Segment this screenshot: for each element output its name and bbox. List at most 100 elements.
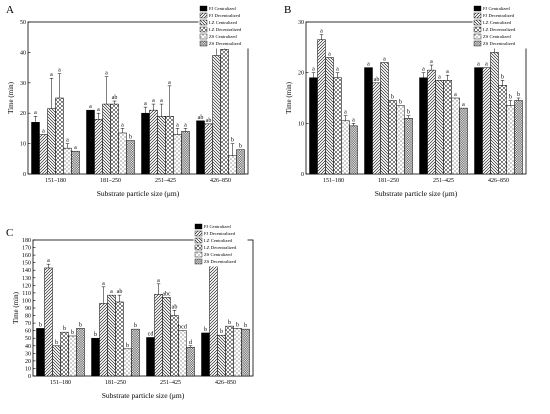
bar-lz-decentralized-0 [60,331,69,377]
bar-zs-centralized-0 [63,147,72,175]
x-axis-label: Substrate particle size (μm) [102,391,185,400]
significance-label: b [244,323,247,329]
significance-label: a [383,57,386,63]
bar-lz-centralized-2 [157,115,166,175]
legend-label-fj-decentralized: FJ Decentralized [209,13,241,18]
y-tick-label: 180 [22,238,31,244]
legend-swatch-lz-centralized [199,19,208,26]
significance-label: b [517,92,520,98]
x-axis-label: Substrate particle size (μm) [375,189,458,198]
significance-label: d [189,340,192,346]
bar-lz-decentralized-0 [55,97,64,175]
significance-label: a [110,289,113,295]
bar-zs-centralized-0 [341,120,350,175]
significance-label: a [367,62,370,68]
bar-zs-decentralized-0 [71,150,80,175]
bar-zs-decentralized-1 [126,140,135,175]
bar-fj-decentralized-1 [99,303,108,377]
y-tick-label: 30 [20,81,26,87]
y-tick-label: 10 [298,121,304,127]
y-tick-label: 40 [25,344,31,350]
bar-zs-centralized-3 [233,328,242,377]
bar-lz-centralized-3 [217,334,226,377]
bar-fj-centralized-0 [36,328,45,377]
significance-label: b [134,323,137,329]
significance-label: a [152,98,155,104]
bar-fj-decentralized-1 [94,119,103,175]
y-tick-label: 90 [25,306,31,312]
significance-label: ab [112,95,118,101]
legend-label-lz-centralized: LZ Centralized [204,238,233,243]
significance-label: b [228,320,231,326]
significance-label: b [129,135,132,141]
plot-frame [305,21,527,175]
y-tick-label: 40 [20,50,26,56]
bar-zs-decentralized-1 [404,118,413,175]
x-tick-label: 151–180 [45,178,66,184]
significance-label: a [344,110,347,116]
bar-zs-decentralized-3 [241,328,250,377]
bar-fj-decentralized-3 [204,123,213,175]
significance-label: ab [198,115,204,121]
significance-label: a [485,62,488,68]
bar-lz-centralized-0 [47,108,56,175]
bar-fj-decentralized-2 [149,109,158,175]
bar-lz-centralized-1 [107,294,116,377]
bar-lz-decentralized-1 [115,301,124,377]
significance-label: a [312,67,315,73]
bar-lz-decentralized-2 [165,115,174,175]
significance-label: a [50,72,53,78]
significance-label: a [102,281,105,287]
y-tick-label: 0 [28,374,31,380]
legend-label-fj-centralized: FJ Centralized [209,6,236,11]
significance-label: b [231,138,234,144]
y-tick-label: 20 [298,71,304,77]
y-tick-label: 30 [298,20,304,26]
significance-label: a [97,107,100,113]
y-tick-label: 60 [25,329,31,335]
significance-label: a [336,67,339,73]
x-tick-label: 181–250 [378,178,399,184]
significance-label: ab [117,289,123,295]
bar-lz-centralized-1 [380,62,389,175]
legend-label-lz-decentralized: LZ Decentralized [483,27,516,32]
legend-swatch-fj-decentralized [199,12,208,19]
y-axis-label: Time (min) [7,81,15,113]
y-axis-label: Time (min) [285,81,293,113]
y-tick-label: 20 [25,359,31,365]
significance-label: a [184,122,187,128]
y-tick-label: 10 [25,366,31,372]
bar-zs-centralized-1 [118,132,127,175]
bar-lz-decentralized-1 [110,103,119,175]
bar-zs-centralized-2 [451,97,460,175]
legend-label-lz-decentralized: LZ Decentralized [209,27,242,32]
significance-label: b [399,100,402,106]
legend-label-fj-decentralized: FJ Decentralized [483,13,515,18]
significance-label: a [42,128,45,134]
bar-fj-centralized-1 [86,109,95,175]
legend-label-fj-decentralized: FJ Decentralized [204,231,236,236]
bar-fj-centralized-2 [146,337,155,377]
y-tick-label: 10 [20,142,26,148]
y-tick-label: 0 [23,172,26,178]
bar-zs-decentralized-1 [131,328,140,377]
legend-swatch-lz-centralized [473,19,482,26]
significance-label: a [477,62,480,68]
legend-swatch-fj-decentralized [194,230,203,237]
panel-letter-b: B [284,4,291,16]
legend-label-lz-centralized: LZ Centralized [483,20,512,25]
x-tick-label: 426–850 [210,178,231,184]
significance-label: b [407,110,410,116]
y-tick-label: 160 [22,253,31,259]
legend: FJ Centralized FJ Decentralized LZ Central… [193,222,248,267]
bar-zs-decentralized-0 [349,125,358,175]
y-tick-label: 150 [22,261,31,267]
significance-label: a [352,117,355,123]
bar-lz-decentralized-0 [333,77,342,175]
legend-swatch-fj-centralized [473,5,482,12]
bar-zs-centralized-3 [228,155,237,175]
bar-zs-decentralized-2 [459,107,468,175]
